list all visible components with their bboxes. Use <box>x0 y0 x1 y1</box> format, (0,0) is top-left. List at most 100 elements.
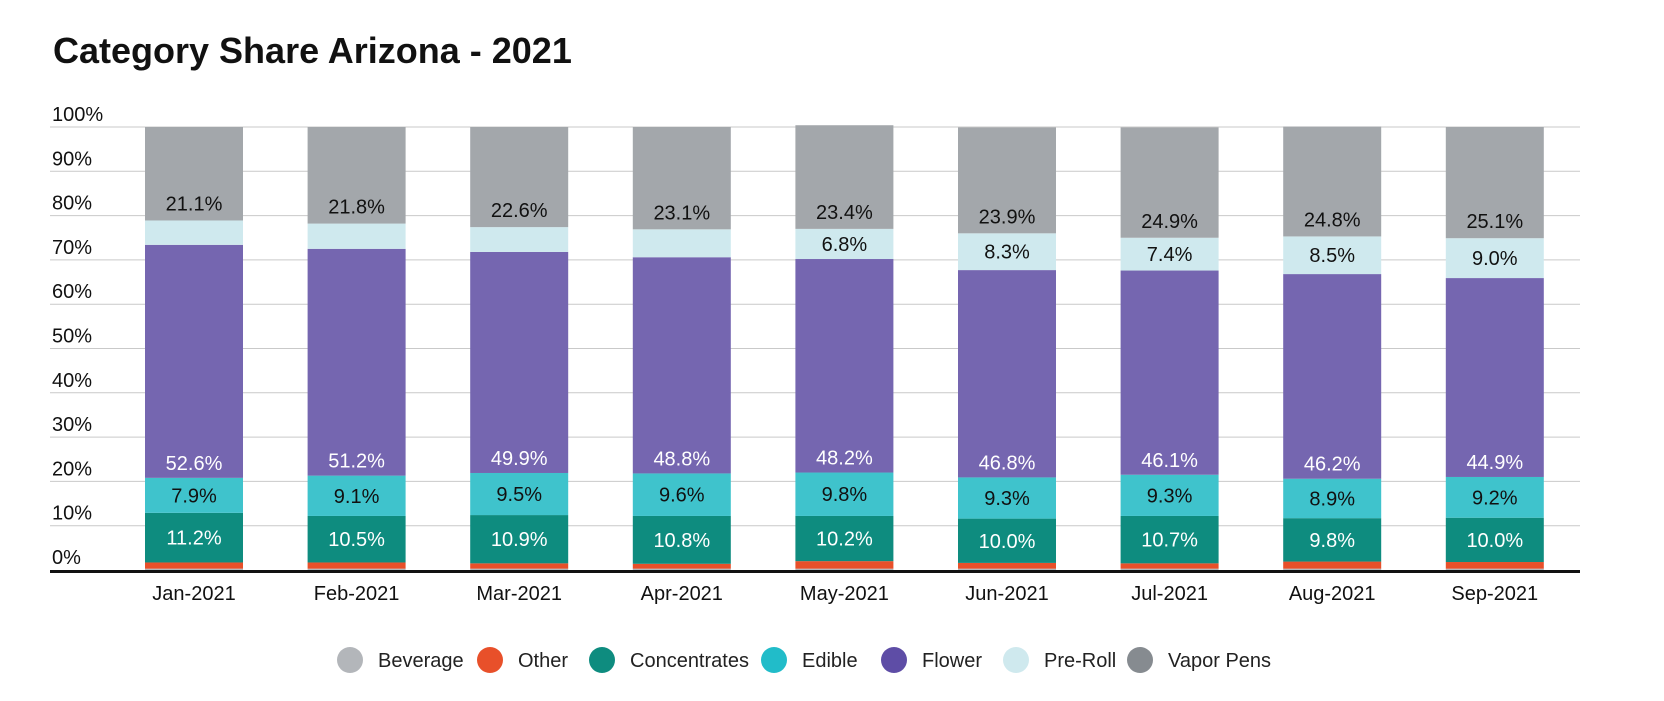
data-label: 24.9% <box>1141 211 1198 233</box>
bar-segment-vapor-pens <box>1445 127 1544 239</box>
y-tick-label: 70% <box>52 237 92 259</box>
bar-segment-other <box>1120 563 1219 569</box>
bar-segment-pre-roll <box>1283 236 1382 275</box>
data-label: 10.0% <box>1466 530 1523 552</box>
data-label: 9.8% <box>1309 530 1355 552</box>
y-tick-label: 50% <box>52 326 92 348</box>
bar-segment-edible <box>795 472 894 516</box>
bar-segment-beverage <box>795 568 894 570</box>
legend-label: Vapor Pens <box>1168 650 1271 672</box>
bar-segment-vapor-pens <box>145 127 243 221</box>
y-tick-label: 20% <box>52 458 92 480</box>
data-label: 8.9% <box>1309 488 1355 510</box>
data-label: 22.6% <box>491 200 548 222</box>
bar-segment-edible <box>307 475 406 516</box>
x-tick-label: Jul-2021 <box>1131 583 1208 605</box>
bar-segment-pre-roll <box>470 227 569 252</box>
data-label: 11.2% <box>166 528 221 550</box>
bar-segment-concentrates <box>145 512 243 563</box>
data-label: 23.4% <box>816 202 873 224</box>
y-tick-label: 10% <box>52 503 92 525</box>
legend-marker <box>589 647 615 673</box>
data-label: 21.1% <box>166 193 223 215</box>
bar-segment-other <box>470 563 569 569</box>
data-label: 44.9% <box>1466 452 1523 474</box>
bar-segment-flower <box>470 251 569 473</box>
data-label: 48.2% <box>816 448 873 470</box>
bar-segment-vapor-pens <box>307 127 406 224</box>
data-label: 8.5% <box>1309 245 1355 267</box>
data-label: 9.8% <box>822 484 868 506</box>
data-label: 9.6% <box>659 485 705 507</box>
legend-layer: Beverage Other Concentrates Edible Flower Pre… <box>337 647 1271 673</box>
x-tick-label: Aug-2021 <box>1289 583 1376 605</box>
x-tick-label: Sep-2021 <box>1451 583 1538 605</box>
bar-segment-pre-roll <box>1120 237 1219 271</box>
bar-segment-concentrates <box>1445 517 1544 563</box>
bar-segment-beverage <box>632 568 731 570</box>
x-tick-label: Jun-2021 <box>965 583 1048 605</box>
data-label: 46.1% <box>1141 450 1198 472</box>
data-label: 9.1% <box>334 486 380 508</box>
data-label: 7.9% <box>171 485 217 507</box>
bar-segment-flower <box>958 270 1056 478</box>
bar-segment-pre-roll <box>795 228 894 260</box>
bar-segment-pre-roll <box>632 229 731 258</box>
data-label: 23.9% <box>979 206 1036 228</box>
bar-segment-edible <box>1120 474 1219 516</box>
data-label: 51.2% <box>328 451 385 473</box>
bar-segment-edible <box>470 472 569 516</box>
bar-segment-pre-roll <box>307 223 406 249</box>
bar-segment-pre-roll <box>145 220 243 245</box>
data-label: 6.8% <box>822 234 868 256</box>
data-label: 9.5% <box>496 484 542 506</box>
data-label: 9.0% <box>1472 248 1518 270</box>
legend-marker <box>881 647 907 673</box>
legend-label: Beverage <box>378 650 464 672</box>
data-label: 21.8% <box>328 197 385 219</box>
data-label: 10.0% <box>979 531 1036 553</box>
axis-layer: 0% 10% 20% 30% 40% 50% 60% 70% 80% 90% 100% Jan-202… <box>50 104 1580 605</box>
data-label: 46.2% <box>1304 454 1361 476</box>
bar-segment-flower <box>307 248 406 476</box>
y-tick-label: 90% <box>52 148 92 170</box>
legend-marker <box>1127 647 1153 673</box>
bar-segment-other <box>307 562 406 569</box>
data-label: 9.3% <box>1147 485 1193 507</box>
bar-segment-beverage <box>307 568 406 570</box>
bar-segment-pre-roll <box>1445 238 1544 279</box>
legend-label: Other <box>518 650 568 672</box>
bar-segment-concentrates <box>1120 515 1219 564</box>
bars-layer <box>145 125 1544 570</box>
data-label: 10.2% <box>816 529 873 551</box>
legend-label: Edible <box>802 650 858 672</box>
bar-segment-beverage <box>1120 568 1219 570</box>
x-tick-label: May-2021 <box>800 583 889 605</box>
bar-segment-other <box>1283 561 1382 569</box>
bar-segment-edible <box>145 477 243 513</box>
bar-segment-flower <box>632 257 731 474</box>
bar-segment-concentrates <box>1283 518 1382 562</box>
bar-segment-vapor-pens <box>470 127 569 228</box>
bar-segment-beverage <box>145 568 243 570</box>
data-label: 25.1% <box>1466 211 1523 233</box>
bar-segment-flower <box>145 244 243 478</box>
bar-segment-flower <box>1445 278 1544 477</box>
bar-segment-edible <box>1283 478 1382 519</box>
bar-segment-other <box>958 562 1056 569</box>
bar-segment-edible <box>1445 476 1544 518</box>
data-label: 8.3% <box>984 242 1030 264</box>
y-tick-label: 40% <box>52 370 92 392</box>
bar-segment-beverage <box>470 568 569 570</box>
data-label: 9.2% <box>1472 487 1518 509</box>
data-label: 9.3% <box>984 488 1030 510</box>
bar-segment-vapor-pens <box>795 125 894 229</box>
data-label: 52.6% <box>166 453 223 475</box>
data-label: 48.8% <box>653 448 710 470</box>
legend-marker <box>761 647 787 673</box>
bar-segment-vapor-pens <box>632 127 731 230</box>
y-tick-label: 80% <box>52 193 92 215</box>
bar-segment-concentrates <box>470 515 569 564</box>
bar-segment-edible <box>958 477 1056 519</box>
y-tick-label: 0% <box>52 547 81 569</box>
